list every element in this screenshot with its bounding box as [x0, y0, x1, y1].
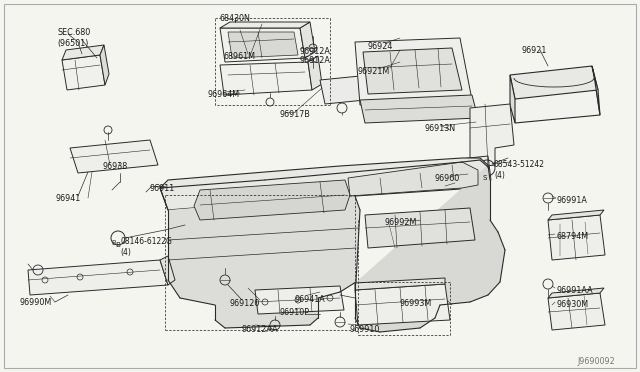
- Text: B: B: [112, 240, 116, 246]
- Polygon shape: [360, 95, 478, 123]
- Text: 96941A: 96941A: [295, 295, 326, 304]
- Polygon shape: [70, 140, 158, 173]
- Text: 96912A: 96912A: [300, 47, 331, 56]
- Polygon shape: [365, 208, 475, 248]
- Polygon shape: [510, 66, 598, 99]
- Polygon shape: [300, 22, 315, 58]
- Text: 96990M: 96990M: [20, 298, 52, 307]
- Text: 96930M: 96930M: [557, 300, 589, 309]
- Polygon shape: [548, 210, 604, 220]
- Polygon shape: [160, 158, 488, 210]
- Text: 96960: 96960: [435, 174, 460, 183]
- Polygon shape: [512, 82, 600, 123]
- Polygon shape: [592, 66, 600, 115]
- Polygon shape: [62, 55, 105, 90]
- Text: 68794M: 68794M: [557, 232, 589, 241]
- Polygon shape: [308, 56, 322, 90]
- Text: 96910P: 96910P: [280, 308, 310, 317]
- Text: 96924: 96924: [368, 42, 394, 51]
- Text: 969120: 969120: [230, 299, 260, 308]
- Text: 96913N: 96913N: [425, 124, 456, 133]
- Text: 96912A: 96912A: [300, 56, 331, 65]
- Polygon shape: [220, 62, 312, 95]
- Polygon shape: [548, 288, 604, 298]
- Polygon shape: [510, 75, 515, 123]
- Polygon shape: [355, 165, 505, 332]
- Polygon shape: [160, 188, 360, 328]
- Polygon shape: [470, 104, 514, 168]
- Text: 08543-51242
(4): 08543-51242 (4): [494, 160, 545, 180]
- Text: 68430N: 68430N: [220, 14, 250, 23]
- Polygon shape: [355, 38, 472, 105]
- Text: 68961M: 68961M: [224, 52, 256, 61]
- Text: 96912AA: 96912AA: [242, 325, 278, 334]
- Text: 96917B: 96917B: [280, 110, 311, 119]
- Text: 96938: 96938: [102, 162, 127, 171]
- Text: 96993M: 96993M: [400, 299, 432, 308]
- Text: 96991AA: 96991AA: [557, 286, 594, 295]
- Text: 96941: 96941: [56, 194, 81, 203]
- Text: 96992M: 96992M: [385, 218, 417, 227]
- Text: 08146-6122G
(4): 08146-6122G (4): [120, 237, 172, 257]
- Polygon shape: [194, 180, 350, 220]
- Text: SEC.680
(96501): SEC.680 (96501): [57, 28, 90, 48]
- Text: 969910: 969910: [350, 325, 380, 334]
- Polygon shape: [548, 215, 605, 260]
- Polygon shape: [363, 48, 462, 94]
- Polygon shape: [450, 156, 491, 183]
- Polygon shape: [255, 286, 344, 314]
- Text: J9690092: J9690092: [577, 357, 615, 366]
- Text: 96921M: 96921M: [358, 67, 390, 76]
- Text: B: B: [115, 242, 120, 248]
- Polygon shape: [160, 256, 175, 285]
- Polygon shape: [28, 260, 168, 295]
- Text: 96921: 96921: [522, 46, 547, 55]
- Polygon shape: [355, 284, 450, 325]
- Text: S: S: [483, 175, 488, 181]
- Polygon shape: [348, 162, 478, 196]
- Polygon shape: [355, 278, 445, 290]
- Polygon shape: [228, 32, 298, 58]
- Polygon shape: [220, 28, 305, 62]
- Polygon shape: [100, 45, 109, 85]
- Polygon shape: [548, 293, 605, 330]
- Polygon shape: [62, 45, 104, 60]
- Polygon shape: [320, 76, 365, 104]
- Text: 96991A: 96991A: [557, 196, 588, 205]
- Text: 96911: 96911: [150, 184, 175, 193]
- Text: 96964M: 96964M: [207, 90, 239, 99]
- Polygon shape: [220, 22, 310, 28]
